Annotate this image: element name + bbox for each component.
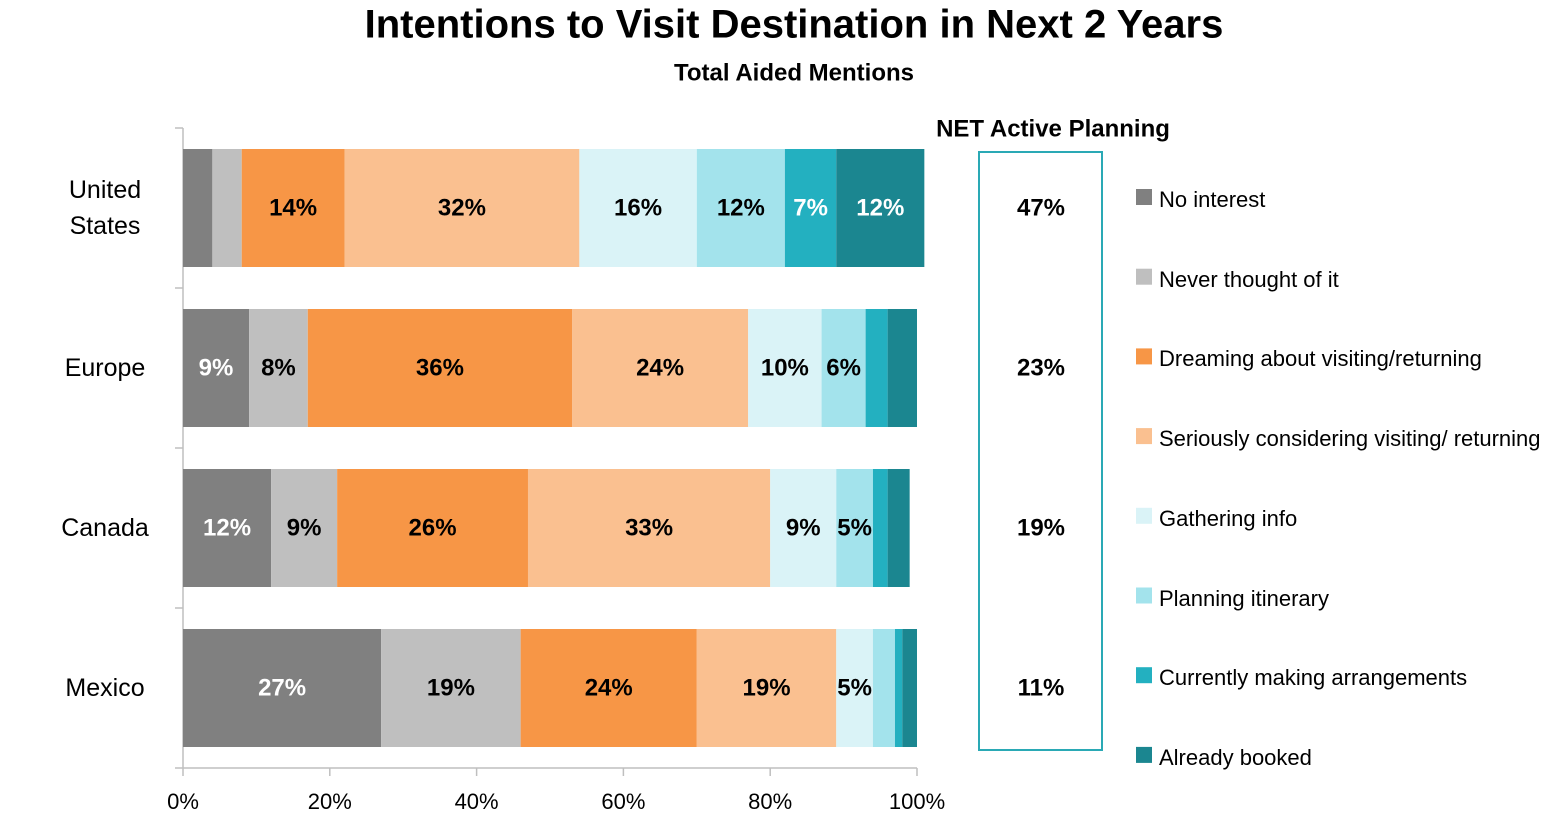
- bar-segment: [520, 629, 697, 747]
- bar-segment: [271, 469, 338, 587]
- chart-title: Intentions to Visit Destination in Next …: [365, 3, 1224, 47]
- data-label: 6%: [826, 354, 861, 381]
- bar-segment: [836, 629, 873, 747]
- data-label: 8%: [261, 354, 296, 381]
- bar-segment: [894, 629, 903, 747]
- x-tick-label: 20%: [308, 789, 352, 814]
- bar-segment: [183, 469, 272, 587]
- data-label: 9%: [287, 514, 322, 541]
- data-label: 33%: [625, 514, 673, 541]
- x-tick-label: 0%: [167, 789, 199, 814]
- legend-label: Gathering info: [1159, 505, 1298, 531]
- bar-segment: [748, 309, 822, 427]
- legend-label: No interest: [1159, 187, 1266, 212]
- legend-label: Seriously considering visiting/ returnin…: [1159, 426, 1541, 452]
- bar-segment: [784, 149, 837, 267]
- legend-swatch: [1136, 189, 1152, 205]
- bar-segment: [249, 309, 308, 427]
- data-label: 19%: [427, 674, 475, 701]
- bar-segment: [696, 629, 837, 747]
- data-label: 12%: [203, 514, 251, 541]
- x-tick-label: 40%: [455, 789, 499, 814]
- bar-segment: [872, 629, 895, 747]
- bar-segment: [241, 149, 345, 267]
- data-label: 27%: [258, 674, 306, 701]
- data-label: 5%: [837, 674, 872, 701]
- data-label: 36%: [416, 354, 464, 381]
- bar-segment: [865, 309, 888, 427]
- bar-segment: [887, 469, 910, 587]
- legend-swatch: [1136, 667, 1152, 684]
- bar-segment: [337, 469, 528, 587]
- bar-segment: [821, 309, 866, 427]
- category-label: United States: [68, 176, 142, 240]
- data-label: 12%: [856, 194, 904, 221]
- legend-swatch: [1136, 428, 1152, 445]
- bar-segment: [307, 309, 573, 427]
- category-label: Europe: [64, 354, 146, 382]
- bar-segment: [183, 629, 382, 747]
- net-title: NET Active Planning: [936, 115, 1170, 142]
- bar-segment: [836, 149, 925, 267]
- legend-swatch: [1136, 746, 1152, 763]
- data-label: 7%: [793, 194, 828, 221]
- bar-segment: [836, 469, 873, 587]
- data-label: 12%: [717, 194, 765, 221]
- category-label: Mexico: [65, 674, 145, 702]
- net-value: 11%: [1018, 674, 1065, 701]
- data-label: 24%: [585, 674, 633, 701]
- data-label: 9%: [786, 514, 821, 541]
- bar-segment: [770, 469, 837, 587]
- data-label: 16%: [614, 194, 662, 221]
- data-label: 19%: [743, 674, 791, 701]
- bar-segment: [696, 149, 785, 267]
- category-label: Canada: [61, 514, 149, 542]
- legend-swatch: [1136, 268, 1152, 285]
- bar-segment: [344, 149, 580, 267]
- legend-swatch: [1136, 348, 1152, 365]
- data-label: 10%: [761, 354, 809, 381]
- bar-segment: [902, 629, 917, 747]
- x-tick-label: 60%: [601, 789, 645, 814]
- bar-segment: [527, 469, 771, 587]
- legend-swatch: [1136, 587, 1152, 604]
- bar-segment: [872, 469, 888, 587]
- bar-segment: [381, 629, 521, 747]
- legend-label: Already booked: [1159, 744, 1312, 770]
- data-label: 26%: [409, 514, 457, 541]
- chart-subtitle: Total Aided Mentions: [674, 59, 914, 86]
- net-value: 23%: [1017, 354, 1065, 381]
- data-label: 5%: [837, 514, 872, 541]
- bar-segment: [183, 309, 250, 427]
- legend-swatch: [1136, 507, 1152, 524]
- legend-label: Dreaming about visiting/returning: [1159, 346, 1482, 372]
- net-box: [978, 151, 1103, 751]
- legend-label: Planning itinerary: [1159, 585, 1329, 611]
- bar-segment: [212, 149, 242, 267]
- bar-segment: [579, 149, 697, 267]
- net-value: 19%: [1017, 514, 1065, 541]
- legend-label: Currently making arrangements: [1159, 665, 1468, 691]
- net-value: 47%: [1017, 194, 1065, 221]
- legend-label: Never thought of it: [1159, 266, 1339, 292]
- data-label: 9%: [199, 354, 234, 381]
- data-label: 14%: [269, 194, 317, 221]
- bar-segment: [572, 309, 749, 427]
- data-label: 32%: [438, 194, 486, 221]
- x-tick-label: 80%: [748, 789, 792, 814]
- data-label: 24%: [636, 354, 684, 381]
- x-tick-label: 100%: [889, 789, 945, 814]
- bar-segment: [887, 309, 917, 427]
- bar-segment: [183, 149, 213, 267]
